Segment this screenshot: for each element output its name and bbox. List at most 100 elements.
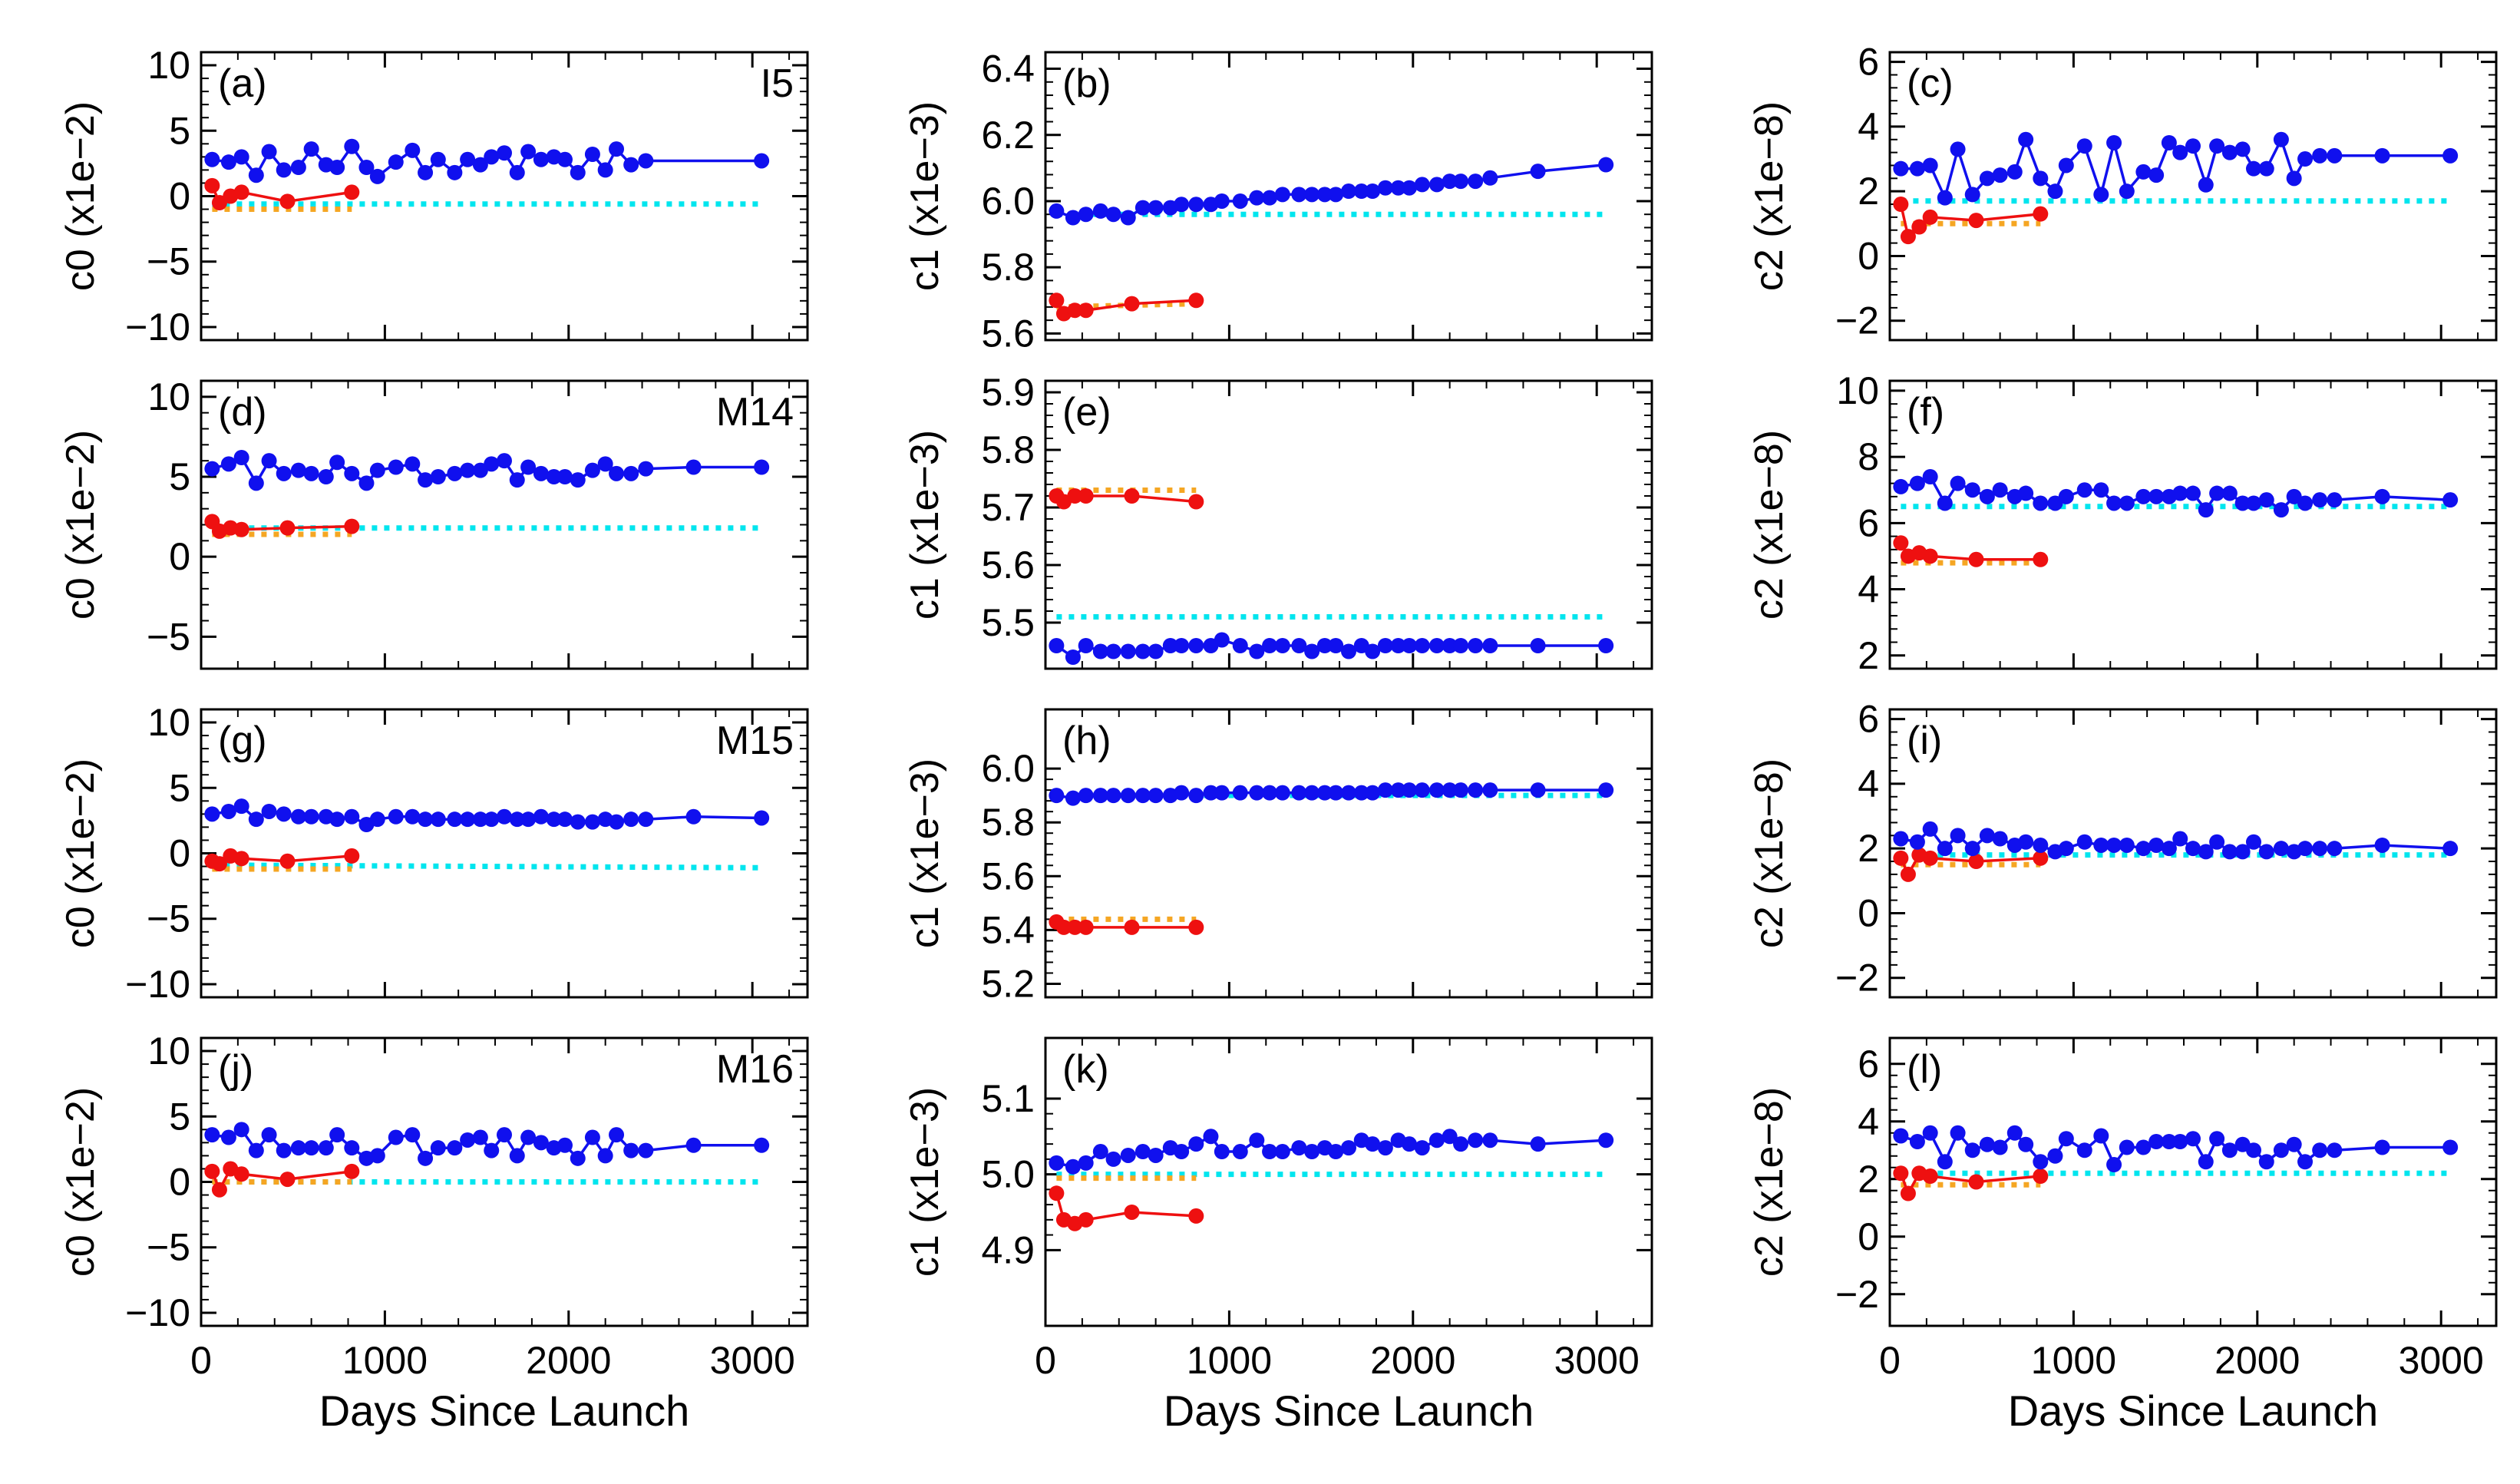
series-red-point-l [1968,1174,1984,1190]
series-blue-point-h [1353,785,1369,801]
series-blue-point-k [1232,1144,1248,1160]
series-blue-point-j [369,1148,385,1164]
series-blue-point-d [303,465,319,481]
series-blue-point-g [557,811,573,828]
y-tick-label-l: −2 [1835,1273,1879,1316]
series-red-point-k [1078,1211,1094,1228]
series-blue-point-k [1188,1136,1204,1152]
series-blue-point-i [2106,837,2122,853]
series-blue-point-h [1092,788,1108,804]
y-tick-label-j: −10 [125,1291,190,1334]
series-blue-point-k [1120,1147,1136,1163]
series-blue-point-g [484,811,500,828]
series-blue-point-l [2058,1131,2074,1147]
series-blue-point-c [2058,157,2074,174]
series-blue-point-g [584,814,600,830]
series-blue-point-j [290,1140,306,1156]
series-blue-point-k [1174,1144,1190,1160]
series-blue-point-g [290,808,306,825]
series-red-point-e [1078,488,1094,504]
series-red-point-b [1067,302,1083,319]
series-blue-point-f [2246,495,2261,511]
series-blue-point-j [685,1137,702,1153]
series-blue-point-f [2185,485,2201,501]
y-tick-label-j: −5 [147,1226,190,1269]
series-blue-point-g [509,811,525,828]
y-tick-label-f: 8 [1858,435,1879,478]
series-blue-point-l [1992,1139,2008,1155]
series-blue-point-b [1262,190,1278,206]
y-tick-label-l: 0 [1858,1215,1879,1258]
band-label-d: M14 [716,390,794,435]
series-blue-point-f [2119,495,2135,511]
series-blue-point-g [388,808,404,825]
series-red-point-a [344,184,360,200]
series-red-point-c [1968,213,1984,229]
plot-frame-e [1044,379,1653,670]
x-tick-label-j: 2000 [526,1339,611,1382]
y-tick-label-e: 5.8 [981,428,1035,471]
series-blue-point-b [1065,210,1081,226]
y-tick-label-g: 10 [147,701,190,744]
y-tick-label-d: 5 [169,455,190,498]
panel-a: 10 5 0 −5 −10 c0 (x1e−2) (a) I5 [58,44,809,349]
series-red-point-c [1893,197,1909,213]
panel-g: 10 5 0 −5 −10 c0 (x1e−2) (g) M15 [58,701,809,1006]
series-blue-point-a [388,154,404,170]
series-blue-point-k [1453,1136,1469,1152]
series-blue-point-b [1316,187,1333,203]
series-blue-point-j [484,1142,500,1158]
panel-k: 5.1 5.0 4.9 0 1000 2000 3000 Days Since Launch c… [903,1036,1653,1435]
series-blue-point-c [2185,138,2201,154]
y-tick-label-j: 5 [169,1095,190,1138]
series-blue-point-j [557,1137,573,1153]
series-blue-point-a [472,157,488,173]
y-tick-label-c: 0 [1858,234,1879,277]
x-tick-label-l: 1000 [2031,1339,2116,1382]
y-tick-label-f: 6 [1858,501,1879,544]
series-blue-point-e [1249,643,1265,659]
series-blue-point-d [609,465,625,481]
series-blue-point-g [546,811,562,828]
series-blue-point-i [2221,844,2238,860]
series-blue-point-h [1453,782,1469,798]
series-blue-point-d [685,459,702,475]
series-blue-point-h [1530,782,1546,798]
y-tick-label-l: 6 [1858,1043,1879,1086]
series-blue-point-d [533,465,549,481]
series-blue-point-f [2221,485,2238,501]
series-red-point-j [211,1182,227,1198]
series-blue-point-f [2047,495,2063,511]
series-red-point-i [1893,850,1909,866]
series-blue-point-b [1291,187,1307,203]
series-blue-point-f [2258,492,2274,508]
series-blue-point-i [2033,837,2049,853]
series-blue-point-k [1249,1132,1265,1149]
y-tick-label-f: 10 [1836,369,1879,412]
series-blue-point-c [2006,164,2023,180]
series-blue-point-d [388,459,404,475]
panel-h: 6.0 5.8 5.6 5.4 5.2 c1 (x1e−3) (h) [903,708,1653,1005]
series-blue-point-k [1203,1129,1219,1145]
series-red-point-e [1188,494,1204,510]
y-tick-label-f: 2 [1858,634,1879,677]
plot-frame-k [1044,1036,1653,1327]
series-blue-point-a [533,151,549,167]
series-red-point-h [1055,919,1072,935]
series-blue-point-a [557,151,573,167]
series-red-point-h [1067,919,1083,935]
y-tick-label-g: 0 [169,832,190,875]
series-blue-point-h [1262,785,1278,801]
y-axis-label-j: c0 (x1e−2) [58,1087,103,1277]
series-blue-point-g [303,808,319,825]
series-blue-point-l [2161,1134,2177,1149]
series-blue-point-h [1148,788,1164,804]
series-blue-point-c [1992,167,2008,183]
series-blue-point-c [2273,131,2289,147]
series-blue-point-b [1188,197,1204,213]
series-blue-point-b [1453,174,1469,190]
series-blue-point-c [2172,144,2188,160]
series-blue-point-j [303,1140,319,1156]
series-blue-point-d [460,462,476,478]
